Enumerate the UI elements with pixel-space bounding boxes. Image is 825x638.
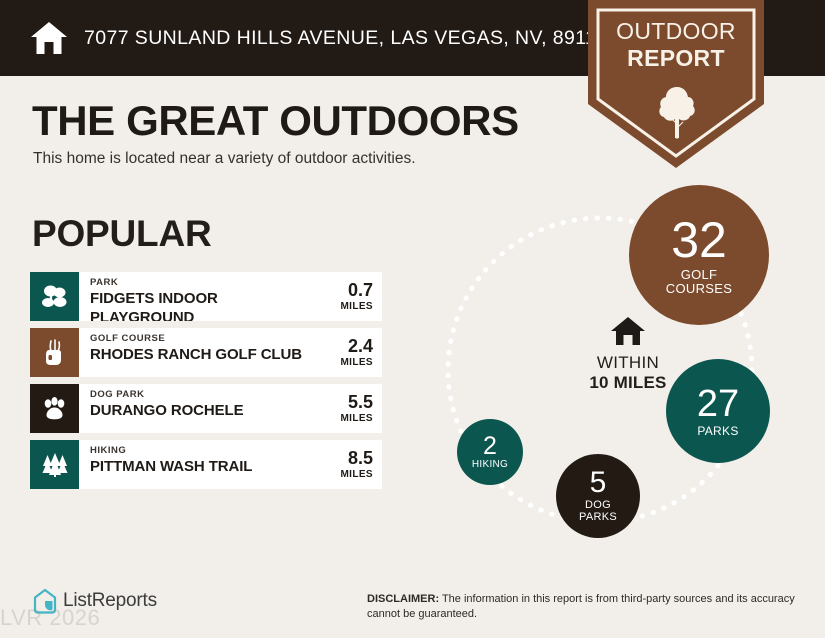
list-item-category: PARK: [90, 277, 119, 288]
center-line-1: WITHIN: [596, 353, 660, 372]
distance-unit: MILES: [340, 412, 373, 424]
badge-line-2: REPORT: [627, 45, 725, 71]
distance-value: 2.4: [347, 335, 373, 356]
distance-unit: MILES: [340, 468, 373, 480]
page-title: THE GREAT OUTDOORS: [32, 97, 519, 144]
list-item-distance: 2.4 MILES: [317, 328, 382, 377]
listreports-house-icon: [33, 588, 57, 614]
list-item-text: PARK FIDGETS INDOOR PLAYGROUND: [79, 272, 317, 321]
list-item-name: DURANGO ROCHELE: [90, 402, 244, 419]
list-item-distance: 5.5 MILES: [317, 384, 382, 433]
distance-unit: MILES: [340, 356, 373, 368]
list-item-text: GOLF COURSE RHODES RANCH GOLF CLUB: [79, 328, 317, 377]
trees-icon: [30, 440, 79, 489]
center-line-2: 10 MILES: [589, 373, 667, 392]
bubble-hiking: 2 HIKING: [457, 419, 523, 485]
list-item[interactable]: HIKING PITTMAN WASH TRAIL 8.5 MILES: [30, 440, 382, 489]
distance-value: 0.7: [347, 279, 373, 300]
list-item-distance: 8.5 MILES: [317, 440, 382, 489]
list-item-name: PITTMAN WASH TRAIL: [90, 458, 253, 475]
list-item-text: HIKING PITTMAN WASH TRAIL: [79, 440, 317, 489]
bubble-label: PARKS: [697, 423, 739, 438]
popular-list: PARK FIDGETS INDOOR PLAYGROUND 0.7 MILES…: [30, 272, 382, 496]
list-item-category: HIKING: [90, 445, 127, 456]
outdoor-report-badge: OUTDOOR REPORT: [588, 0, 764, 168]
list-item-distance: 0.7 MILES: [317, 272, 382, 321]
disclaimer: DISCLAIMER: The information in this repo…: [367, 592, 799, 621]
list-item-name: FIDGETS INDOOR PLAYGROUND: [90, 290, 218, 321]
list-item-name: RHODES RANCH GOLF CLUB: [90, 346, 302, 363]
bubble-label: HIKING: [471, 458, 509, 470]
bubble-dog-parks: 5 DOG PARKS: [556, 454, 640, 538]
bubble-value: 2: [483, 431, 497, 460]
list-item[interactable]: PARK FIDGETS INDOOR PLAYGROUND 0.7 MILES: [30, 272, 382, 321]
paw-icon: [30, 384, 79, 433]
home-icon: [30, 20, 68, 56]
golf-bag-icon: [30, 328, 79, 377]
home-icon: [611, 317, 645, 345]
bubble-value: 5: [589, 466, 607, 500]
bubble-golf-courses: 32 GOLF COURSES: [629, 185, 769, 325]
popular-heading: POPULAR: [32, 213, 212, 254]
diagram-center: WITHIN 10 MILES: [548, 315, 708, 393]
list-item[interactable]: DOG PARK DURANGO ROCHELE 5.5 MILES: [30, 384, 382, 433]
distance-unit: MILES: [340, 300, 373, 312]
bubble-value: 32: [671, 211, 727, 268]
property-address: 7077 SUNLAND HILLS AVENUE, LAS VEGAS, NV…: [84, 26, 608, 49]
within-10-miles-diagram: WITHIN 10 MILES 32 GOLF COURSES 27 PARKS…: [430, 175, 825, 555]
disclaimer-text: The information in this report is from t…: [367, 593, 795, 620]
list-item[interactable]: GOLF COURSE RHODES RANCH GOLF CLUB 2.4 M…: [30, 328, 382, 377]
listreports-logo-text: ListReports: [63, 590, 157, 611]
list-item-text: DOG PARK DURANGO ROCHELE: [79, 384, 317, 433]
park-icon: [30, 272, 79, 321]
page-subtitle: This home is located near a variety of o…: [33, 150, 416, 167]
list-item-category: GOLF COURSE: [90, 333, 166, 344]
disclaimer-label: DISCLAIMER:: [367, 593, 440, 605]
dotted-ring: [445, 215, 755, 525]
bubble-parks: 27 PARKS: [666, 359, 770, 463]
badge-title: OUTDOOR REPORT: [588, 18, 764, 72]
header-content: 7077 SUNLAND HILLS AVENUE, LAS VEGAS, NV…: [30, 0, 608, 76]
tree-icon: [659, 87, 695, 139]
bubble-label: DOG PARKS: [579, 499, 617, 523]
bubble-value: 27: [696, 382, 740, 425]
badge-line-1: OUTDOOR: [616, 18, 736, 44]
listreports-logo[interactable]: ListReports: [33, 588, 157, 614]
bubble-label: GOLF COURSES: [665, 266, 733, 296]
distance-value: 8.5: [347, 447, 373, 468]
distance-value: 5.5: [347, 391, 373, 412]
list-item-category: DOG PARK: [90, 389, 145, 400]
